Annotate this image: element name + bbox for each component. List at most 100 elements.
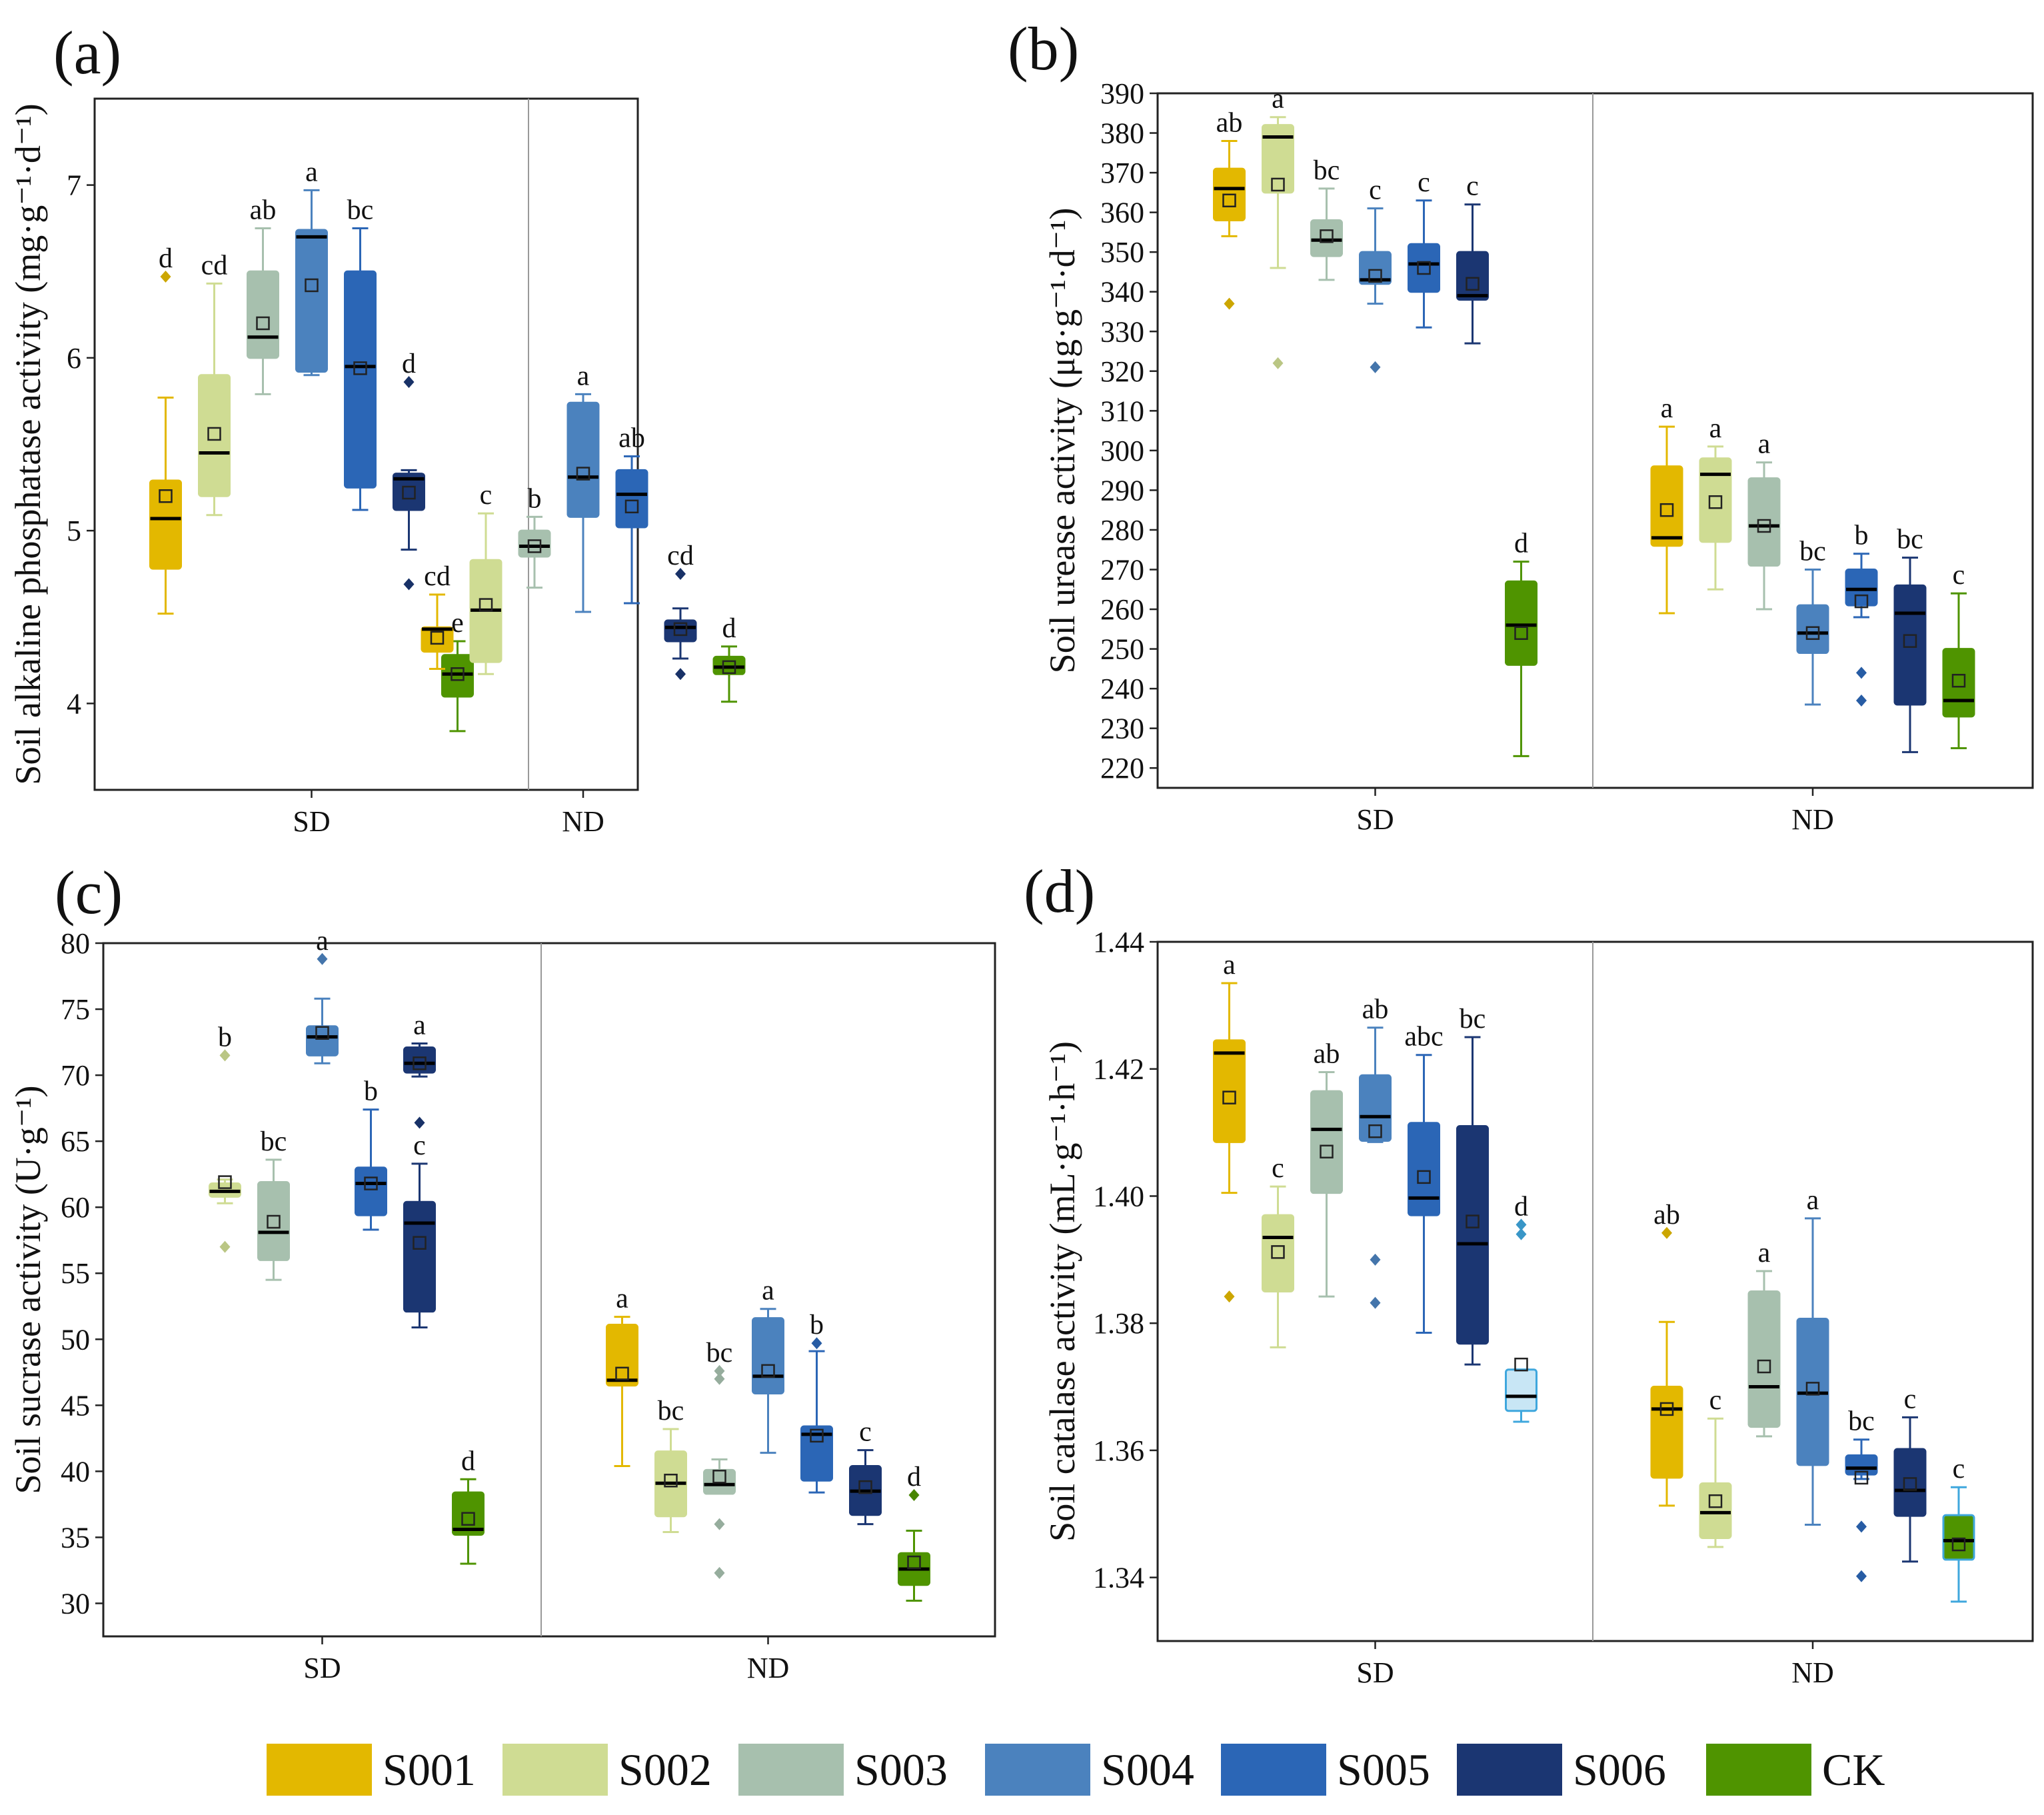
box-sd-s006: c [403,1130,436,1328]
legend-label-s001: S001 [383,1744,476,1795]
box-body [441,654,474,698]
y-tick-label: 250 [1100,633,1144,666]
y-tick-label: 4 [67,687,81,720]
significance-letter: b [364,1076,378,1107]
box-body [355,1166,387,1216]
box-body [1456,251,1489,301]
y-tick-label: 1.34 [1093,1562,1144,1594]
box-nd-s003: a [1747,429,1781,611]
box-nd-s003: b [518,483,551,589]
significance-letter: ab [618,423,645,454]
significance-letter: c [1709,1385,1722,1416]
panel-b-urease: (b) 220 230 240 250 260 270 280 290 300 310 320 330 3… [1008,15,2034,836]
box-body [1408,1122,1440,1216]
legend-label-s006: S006 [1573,1744,1666,1795]
box-nd-s001: cd [421,561,454,671]
mean-marker [256,316,270,331]
mean-marker [1222,1090,1236,1104]
mean-marker [1903,1477,1917,1491]
mean-marker [1854,1470,1869,1485]
legend-swatch-s001 [267,1744,372,1796]
significance-letter: ab [1362,994,1389,1025]
x-group-label: SD [303,1652,341,1684]
mean-marker [413,1236,427,1250]
box-nd-s005: ab [615,423,648,605]
box-body [1796,604,1829,655]
box-nd-s003: bc [703,1338,736,1579]
y-axis-label: Soil urease activity (μg·g⁻¹·d⁻¹) [1042,208,1082,674]
outlier-point [811,1337,822,1350]
y-tick-label: 310 [1100,395,1144,427]
significance-letter: d [402,349,416,379]
legend-label-ck: CK [1822,1744,1885,1795]
panel-c-sucrase: (c) 30 35 40 45 50 55 60 65 70 75 80 Soil sucrase ac… [8,859,996,1684]
box-nd-s005: b [800,1310,833,1494]
significance-letter: c [1904,1384,1917,1414]
significance-letter: a [577,361,590,391]
mean-marker [1708,1494,1723,1508]
significance-letter: c [1369,175,1382,206]
box-nd-ck: c [1942,1454,1975,1603]
mean-marker [1854,594,1869,609]
outlier-point [1370,1253,1381,1266]
box-body [421,626,454,653]
significance-letter: a [1709,413,1722,444]
x-group-label: ND [562,805,604,838]
y-tick-label: 65 [61,1125,90,1158]
outlier-point [1224,1290,1235,1303]
significance-letter: a [1223,950,1236,980]
x-group-label: ND [747,1652,790,1684]
box-nd-s005: bc [1845,1406,1878,1582]
legend-label-s002: S002 [618,1744,712,1795]
mean-marker [810,1428,824,1443]
mean-marker [1466,1214,1480,1228]
outlier-point [1516,1218,1527,1231]
panel-label: (d) [1024,857,1095,925]
box-body [1359,251,1392,285]
significance-letter: a [1758,1238,1771,1268]
box-nd-s006: cd [664,541,697,681]
box-nd-s004: a [752,1276,784,1454]
outlier-point [1856,1520,1867,1533]
significance-letter: bc [347,195,374,225]
significance-letter: c [1953,560,1965,591]
mean-marker [1514,1357,1528,1372]
y-tick-label: 45 [61,1389,90,1422]
outlier-point [317,952,328,965]
significance-letter: ab [1314,1038,1340,1069]
box-sd-s005: abc [1404,1022,1444,1334]
mean-marker [527,539,542,553]
outlier-point [675,668,686,681]
box-sd-s003: bc [257,1126,290,1281]
y-tick-label: 55 [61,1257,90,1290]
outlier-point [1856,695,1867,707]
mean-marker [1514,626,1528,641]
legend-swatch-s004 [985,1744,1090,1796]
significance-letter: a [316,926,329,956]
y-tick-label: 75 [61,993,90,1026]
mean-marker [461,1512,475,1526]
box-nd-s001: a [606,1284,638,1467]
mean-marker [207,427,221,441]
significance-letter: bc [1314,155,1340,186]
box-sd-s004: a [306,926,339,1064]
legend-swatch-ck [1706,1744,1811,1796]
box-body [1650,1386,1683,1479]
box-body [1408,243,1440,293]
y-tick-label: 280 [1100,514,1144,547]
outlier-point [1516,1228,1527,1240]
mean-marker [664,1473,678,1488]
significance-letter: a [413,1010,426,1041]
outlier-point [219,1240,231,1253]
significance-letter: bc [261,1126,287,1157]
legend-swatch-s006 [1457,1744,1562,1796]
y-axis-label: Soil sucrase activity (U·g⁻¹) [8,1085,48,1494]
mean-marker [451,667,465,681]
y-tick-label: 300 [1100,435,1144,467]
box-nd-s004: a [1796,1185,1829,1526]
plot-frame [93,97,639,791]
panel-a-alkaline-phosphatase: (a) 4 5 6 7 Soil alkaline phosphatase activit… [8,19,746,838]
y-axis-label: Soil catalase activity (mL·g⁻¹·h⁻¹) [1042,1041,1082,1542]
y-tick-label: 290 [1100,474,1144,507]
